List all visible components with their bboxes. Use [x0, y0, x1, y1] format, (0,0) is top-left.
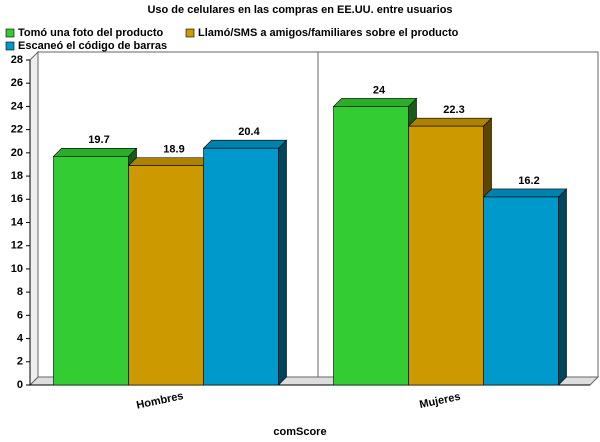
- x-tick-label: Mujeres: [418, 391, 461, 411]
- y-tick-label: 0: [17, 379, 23, 391]
- legend-label: Escaneó el código de barras: [18, 40, 167, 52]
- y-tick-label: 20: [11, 147, 23, 159]
- legend-swatch: [5, 41, 15, 51]
- value-label: 18.9: [163, 144, 184, 156]
- bar: [333, 106, 409, 386]
- bar-top: [332, 98, 418, 107]
- legend-swatch: [5, 28, 15, 38]
- value-label: 16.2: [518, 175, 539, 187]
- y-tick-label: 26: [11, 77, 23, 89]
- bar-top: [407, 117, 493, 127]
- bar: [203, 147, 279, 386]
- value-label: 22.3: [443, 104, 464, 116]
- y-tick-label: 2: [17, 356, 23, 368]
- y-tick-label: 14: [11, 216, 24, 228]
- bar-top: [52, 148, 138, 157]
- value-label: 20.4: [238, 126, 260, 138]
- bar: [483, 196, 559, 386]
- y-tick-label: 10: [11, 263, 23, 275]
- bar-top: [482, 188, 568, 198]
- y-tick-label: 18: [11, 170, 23, 182]
- legend-swatch: [185, 28, 195, 38]
- bar: [128, 165, 204, 386]
- bar-top: [127, 157, 213, 166]
- y-tick-label: 12: [11, 240, 23, 252]
- y-tick-label: 16: [11, 193, 23, 205]
- x-axis-label: comScore: [273, 426, 326, 438]
- y-tick-label: 8: [17, 286, 23, 298]
- y-tick-label: 28: [11, 54, 23, 66]
- legend-label: Tomó una foto del producto: [18, 27, 163, 39]
- value-label: 19.7: [88, 134, 109, 146]
- bar: [53, 156, 129, 386]
- bar-top: [202, 139, 288, 149]
- y-tick-label: 6: [17, 309, 23, 321]
- y-tick-label: 4: [17, 332, 24, 344]
- y-tick-label: 24: [11, 100, 24, 112]
- bar: [408, 125, 484, 386]
- y-tick-label: 22: [11, 124, 23, 136]
- bar-side: [558, 188, 567, 386]
- value-label: 24: [373, 84, 386, 96]
- x-tick-label: Hombres: [135, 390, 184, 412]
- bar-side: [278, 139, 287, 386]
- chart-title: Uso de celulares en las compras en EE.UU…: [147, 4, 452, 16]
- legend-label: Llamó/SMS a amigos/familiares sobre el p…: [198, 27, 459, 39]
- side-wall: [29, 50, 39, 387]
